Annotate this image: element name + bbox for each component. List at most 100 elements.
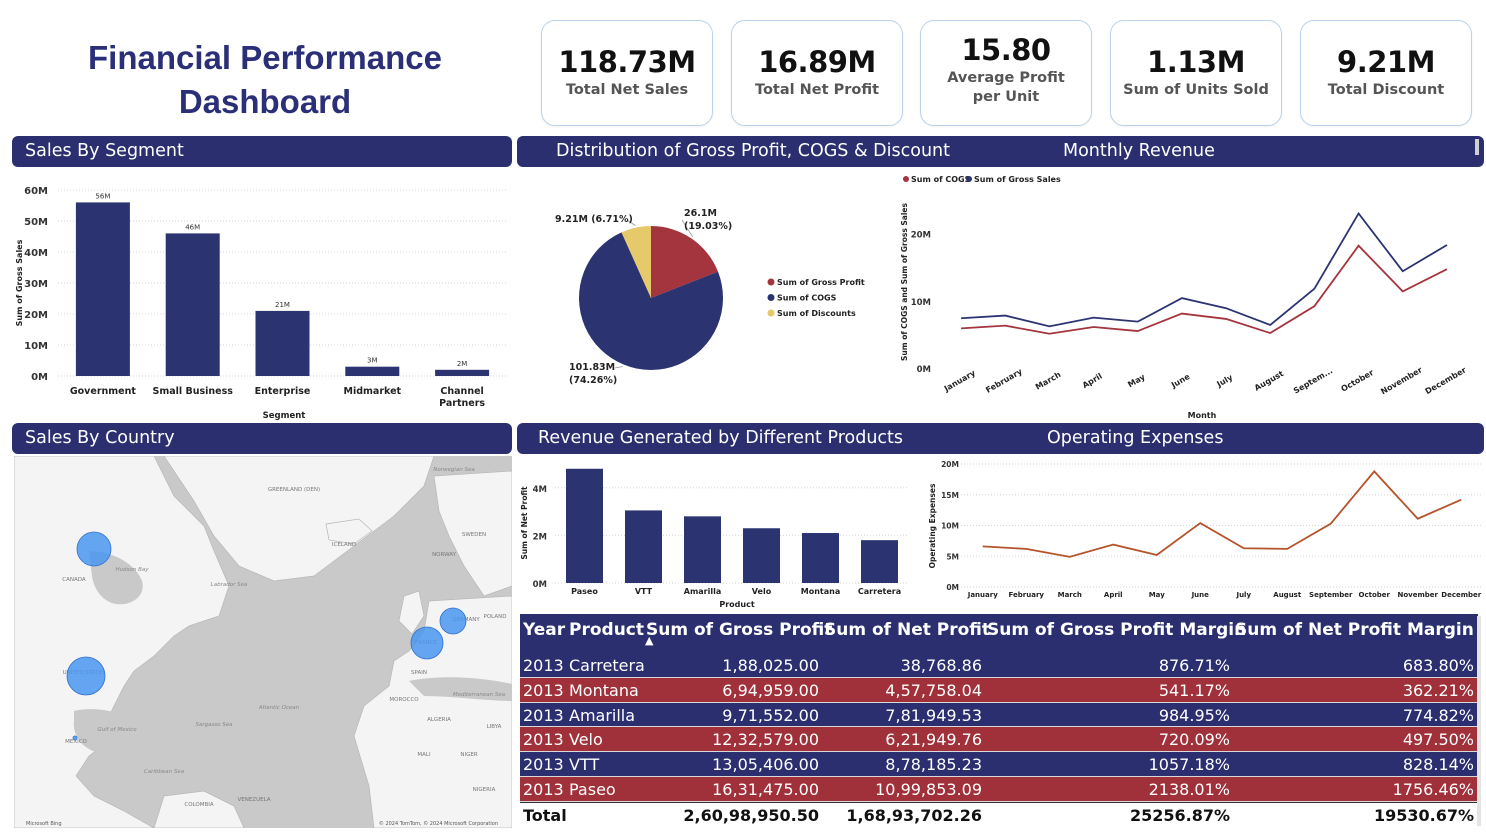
table-cell: 6,94,959.00 [722, 680, 819, 700]
bar [684, 516, 721, 583]
x-tick-label: June [1191, 591, 1210, 599]
map-label: COLOMBIA [184, 802, 214, 808]
table-cell: 2013 [523, 656, 564, 675]
y-tick-label: 60M [24, 186, 48, 197]
table-header: Year Product Sum of Gross Profit ▲ Sum o… [520, 614, 1478, 653]
table-row[interactable]: 2013 Montana 6,94,959.00 4,57,758.04 541.17%… [520, 677, 1478, 703]
table-cell: 2013 [523, 730, 564, 750]
table-cell: 38,768.86 [900, 656, 982, 675]
table-row[interactable]: 2013 Velo 12,32,579.00 6,21,949.76 720.09% 49… [520, 727, 1478, 753]
kpi-card-total-discount: 9.21M Total Discount [1300, 20, 1472, 126]
pie-data-label: 101.83M [569, 362, 615, 373]
table-cell: 984.95% [1158, 705, 1230, 725]
iceland-landmass [325, 518, 373, 545]
column-header-gross-profit[interactable]: Sum of Gross Profit [646, 620, 833, 640]
table-row[interactable]: 2013 VTT 13,05,406.00 8,78,185.23 1057.18% 82… [520, 752, 1478, 777]
column-header-gross-profit-margin[interactable]: Sum of Gross Profit Margin [987, 620, 1247, 640]
financial-table: Year Product Sum of Gross Profit ▲ Sum o… [520, 614, 1478, 828]
bar [435, 369, 490, 376]
x-tick-label: August [1273, 591, 1302, 599]
series-line [982, 470, 1462, 558]
north-america-landmass [14, 456, 230, 828]
x-tick-label: October [1340, 368, 1376, 394]
map-label: VENEZUELA [237, 797, 270, 803]
table-row[interactable]: 2013 Amarilla 9,71,552.00 7,81,949.53 984.95… [520, 702, 1478, 728]
x-tick-label: October [1359, 591, 1391, 599]
y-tick-label: 5M [946, 552, 959, 561]
legend-marker [767, 278, 775, 286]
x-tick-label: December [1424, 365, 1468, 396]
y-tick-label: 10M [911, 298, 931, 308]
map-bubble [410, 626, 444, 660]
bar [165, 233, 220, 376]
sales-by-country-map[interactable]: GREENLAND (DEN) Norwegian Sea ICELAND SWEDE… [14, 456, 512, 828]
operating-expenses-chart: 0M 5M 10M 15M 20M January February March April Ma… [928, 460, 1483, 599]
table-cell: 7,81,949.53 [885, 705, 982, 725]
x-tick-label: December [1441, 591, 1482, 599]
pie-data-label: 26.1M [684, 208, 717, 219]
table-cell: 828.14% [1402, 755, 1474, 775]
column-header-net-profit[interactable]: Sum of Net Profit [824, 620, 991, 640]
x-tick-label: August [1253, 369, 1285, 393]
kpi-label: Total Net Profit [754, 82, 880, 98]
table-row[interactable]: 2013 Carretera 1,88,025.00 38,768.86 876.71%… [520, 653, 1478, 678]
map-label: CANADA [62, 577, 86, 583]
map-label: Caribbean Sea [144, 769, 185, 775]
x-tick-label: April [1081, 371, 1104, 390]
legend-label: Sum of Gross Sales [974, 175, 1061, 184]
y-tick-label: 4M [533, 485, 547, 495]
table-total-cell: 2,60,98,950.50 [683, 805, 819, 825]
kpi-card-total-net-sales: 118.73M Total Net Sales [541, 20, 713, 126]
pie-data-label: (74.26%) [569, 375, 617, 386]
table-cell: 541.17% [1158, 680, 1230, 700]
table-cell: 9,71,552.00 [722, 705, 819, 725]
kpi-card-average-profit-per-unit: 15.80 Average Profit per Unit [920, 20, 1092, 126]
map-bubble [76, 531, 112, 567]
x-tick-label: March [1058, 591, 1082, 599]
y-tick-label: 30M [24, 279, 48, 290]
data-label: 56M [95, 192, 110, 200]
column-header-net-profit-margin[interactable]: Sum of Net Profit Margin [1235, 620, 1474, 640]
column-header-product[interactable]: Product [569, 620, 644, 640]
hudson-bay [89, 551, 143, 605]
map-label: POLAND [484, 614, 507, 620]
sort-ascending-icon[interactable]: ▲ [645, 634, 654, 647]
kpi-value: 16.89M [758, 45, 876, 79]
pie-slice [621, 226, 651, 298]
column-header-year[interactable]: Year [523, 620, 566, 640]
y-tick-label: 15M [941, 491, 959, 500]
kpi-label: Average Profit per Unit [947, 70, 1065, 105]
y-tick-label: 50M [24, 217, 48, 228]
section-header-distribution-monthly: Distribution of Gross Profit, COGS & Dis… [517, 136, 1484, 167]
map-label: MOROCCO [389, 697, 419, 703]
map-bubble [72, 735, 78, 741]
table-scrollbar[interactable] [1477, 616, 1481, 826]
x-tick-label: May [1126, 372, 1147, 389]
scrollbar-handle[interactable] [1475, 139, 1479, 155]
table-row[interactable]: 2013 Paseo 16,31,475.00 10,99,853.09 2138.01… [520, 776, 1478, 802]
map-label: MALI [417, 752, 431, 758]
x-tick-label: January [967, 591, 998, 599]
map-bubble [66, 656, 106, 696]
x-tick-label: February [984, 366, 1024, 394]
x-tick-label: Partners [439, 398, 485, 409]
map-label: LIBYA [487, 724, 502, 730]
map-canvas[interactable]: GREENLAND (DEN) Norwegian Sea ICELAND SWEDE… [14, 456, 512, 828]
table-cell: 683.80% [1402, 656, 1474, 675]
y-axis-label: Sum of Net Profit [520, 486, 529, 560]
table-cell: Amarilla [569, 705, 636, 725]
leader-line [681, 219, 693, 238]
y-tick-label: 10M [24, 341, 48, 352]
x-tick-label: VTT [635, 587, 653, 596]
table-cell: 1,88,025.00 [722, 656, 819, 675]
bar [345, 366, 400, 376]
map-label: NORWAY [432, 552, 457, 558]
x-tick-label: July [1235, 591, 1251, 599]
y-axis-label: Sum of COGS and Sum of Gross Sales [900, 202, 909, 360]
x-tick-label: Paseo [571, 587, 598, 596]
data-label: 46M [185, 223, 200, 231]
map-attribution: © 2024 TomTom, © 2024 Microsoft Corporat… [379, 820, 498, 827]
table-body: 2013 Carretera 1,88,025.00 38,768.86 876.71%… [520, 653, 1478, 827]
legend-marker [903, 176, 909, 182]
map-label: Gulf of Mexico [97, 727, 137, 733]
